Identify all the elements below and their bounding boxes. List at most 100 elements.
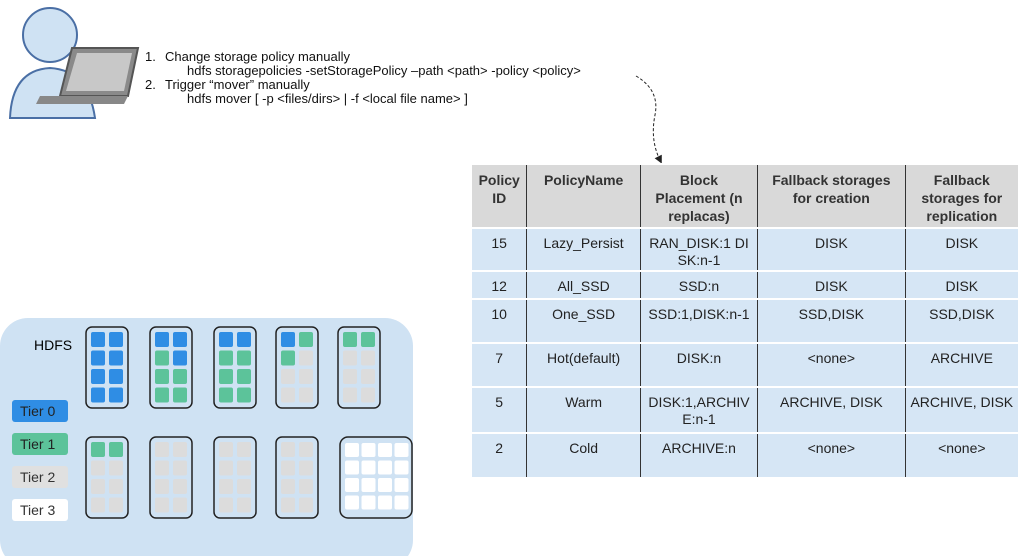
disk <box>361 495 376 510</box>
disk <box>361 332 375 347</box>
disk <box>109 369 123 384</box>
disk <box>109 387 123 403</box>
table-cell: ARCHIVE:n <box>639 432 758 477</box>
table-cell: RAN_DISK:1 DISK:n-1 <box>639 227 758 271</box>
disk <box>155 387 169 403</box>
storage-node <box>339 436 413 519</box>
disk <box>299 332 313 347</box>
disk <box>378 460 392 475</box>
table-cell: All_SSD <box>526 270 641 299</box>
disk <box>91 350 105 366</box>
step-command: hdfs mover [ -p <files/dirs> | -f <local… <box>187 91 468 106</box>
disk <box>394 478 409 492</box>
table-cell: ARCHIVE, DISK <box>757 386 906 433</box>
disk <box>155 369 169 384</box>
storage-node <box>213 436 257 519</box>
disk <box>109 497 123 513</box>
disk <box>237 369 251 384</box>
table-cell: 15 <box>472 227 527 271</box>
disk <box>237 479 251 494</box>
disk <box>299 442 313 457</box>
table-cell: ARCHIVE, DISK <box>904 386 1018 433</box>
storage-node <box>275 326 319 409</box>
disk <box>109 332 123 347</box>
table-cell: <none> <box>904 432 1018 477</box>
header-cell: PolicyName <box>526 163 641 228</box>
disk <box>281 460 295 476</box>
policy-table: Policy ID PolicyName Block Placement (n re… <box>472 163 1018 477</box>
disk <box>394 495 409 510</box>
table-cell: 5 <box>472 386 527 433</box>
disk <box>91 442 105 457</box>
table-cell: Lazy_Persist <box>526 227 641 271</box>
disk <box>237 387 251 403</box>
table-cell: Hot(default) <box>526 342 641 387</box>
disk <box>219 460 233 476</box>
disk <box>394 443 409 457</box>
disk <box>345 460 359 475</box>
table-row: 7 Hot(default) DISK:n <none> ARCHIVE <box>472 342 1018 387</box>
dashed-arrow <box>635 75 662 164</box>
disk <box>219 497 233 513</box>
disk <box>155 497 169 513</box>
disk <box>219 479 233 494</box>
header-cell: Fallback storages for replication <box>904 163 1018 228</box>
table-cell: DISK <box>904 270 1018 299</box>
table-cell: 7 <box>472 342 527 387</box>
table-cell: SSD,DISK <box>904 298 1018 343</box>
disk <box>173 350 187 366</box>
disk <box>361 387 375 403</box>
disk <box>155 442 169 457</box>
disk <box>281 479 295 494</box>
disk <box>361 460 376 475</box>
disk <box>299 387 313 403</box>
disk <box>237 350 251 366</box>
disk <box>281 350 295 366</box>
disk <box>281 497 295 513</box>
tier-badge: Tier 0 <box>12 400 68 422</box>
disk <box>155 350 169 366</box>
disk <box>345 495 359 510</box>
disk <box>299 479 313 494</box>
table-row: 5 Warm DISK:1,ARCHIVE:n-1 ARCHIVE, DISK ARCH… <box>472 386 1018 433</box>
tier-badge: Tier 3 <box>12 499 68 521</box>
table-cell: <none> <box>757 342 906 387</box>
disk <box>361 478 376 492</box>
table-cell: SSD:n <box>639 270 758 299</box>
disk <box>155 460 169 476</box>
disk <box>91 332 105 347</box>
disk <box>109 442 123 457</box>
disk <box>173 479 187 494</box>
step-title: Change storage policy manually <box>165 49 350 64</box>
step-number: 2. <box>145 77 156 92</box>
disk <box>237 460 251 476</box>
disk <box>91 369 105 384</box>
disk <box>299 350 313 366</box>
disk <box>361 443 376 457</box>
disk <box>91 387 105 403</box>
disk <box>394 460 409 475</box>
disk <box>281 387 295 403</box>
disk <box>345 478 359 492</box>
disk <box>155 479 169 494</box>
table-row: 2 Cold ARCHIVE:n <none> <none> <box>472 432 1018 477</box>
disk <box>173 460 187 476</box>
storage-node <box>85 436 129 519</box>
disk <box>109 479 123 494</box>
header-cell: Policy ID <box>472 163 527 228</box>
storage-node <box>213 326 257 409</box>
step-command: hdfs storagepolicies -setStoragePolicy –… <box>187 63 581 78</box>
disk <box>345 443 359 457</box>
table-cell: ARCHIVE <box>904 342 1018 387</box>
cluster-label: HDFS <box>34 337 73 353</box>
table-cell: Cold <box>526 432 641 477</box>
table-cell: Warm <box>526 386 641 433</box>
disk <box>237 332 251 347</box>
table-row: 15 Lazy_Persist RAN_DISK:1 DISK:n-1 DISK DIS… <box>472 227 1018 271</box>
storage-node <box>85 326 129 409</box>
table-cell: SSD,DISK <box>757 298 906 343</box>
disk <box>237 497 251 513</box>
disk <box>343 387 357 403</box>
